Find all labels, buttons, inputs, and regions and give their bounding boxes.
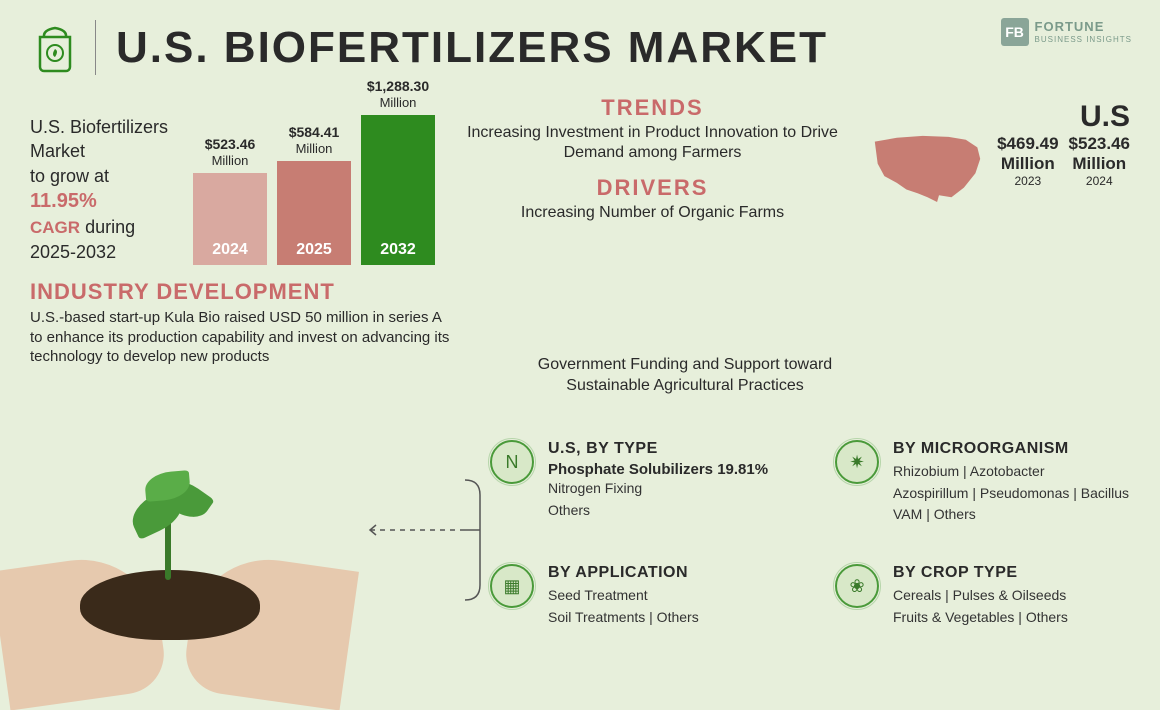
seed-bag-icon: ▦ xyxy=(490,564,534,608)
cat-by-microorganism: ✷ BY MICROORGANISM Rhizobium | Azotobact… xyxy=(835,440,1140,526)
page-title: U.S. BIOFERTILIZERS MARKET xyxy=(116,23,828,73)
connector-line xyxy=(370,475,490,605)
logo-brand: FORTUNE xyxy=(1035,20,1132,33)
industry-development: INDUSTRY DEVELOPMENT U.S.-based start-up… xyxy=(0,279,480,367)
bar-2024: $523.46Million2024 xyxy=(193,136,267,265)
us-fig-2023: $469.49 Million 2023 xyxy=(997,134,1058,188)
cagr-period: 2025-2032 xyxy=(30,240,185,264)
bar-chart: $523.46Million2024$584.41Million2025$1,2… xyxy=(193,90,435,265)
crop-icon: ❀ xyxy=(835,564,879,608)
cat-by-type-rest: Nitrogen Fixing Others xyxy=(548,478,768,521)
cat-micro-heading: BY MICROORGANISM xyxy=(893,440,1129,458)
cat-by-type-heading: U.S, BY TYPE xyxy=(548,440,768,458)
cat-by-type: N U.S, BY TYPE Phosphate Solubilizers 19… xyxy=(490,440,795,526)
header-row: U.S. BIOFERTILIZERS MARKET xyxy=(0,0,1160,85)
plant-in-hands-illustration xyxy=(0,410,370,700)
us-map-icon xyxy=(870,130,985,205)
industry-title: INDUSTRY DEVELOPMENT xyxy=(30,279,450,305)
bar-2032: $1,288.30Million2032 xyxy=(361,78,435,265)
us-fig-2024: $523.46 Million 2024 xyxy=(1069,134,1130,188)
brand-logo: FB FORTUNE BUSINESS INSIGHTS xyxy=(1001,18,1132,46)
cat-app-heading: BY APPLICATION xyxy=(548,564,699,582)
cagr-l3: to grow at xyxy=(30,164,185,188)
header-divider xyxy=(95,20,96,75)
fertilizer-bag-icon xyxy=(30,23,80,73)
cat-crop-rest: Cereals | Pulses & Oilseeds Fruits & Veg… xyxy=(893,585,1068,628)
trends-drivers-block: TRENDS Increasing Investment in Product … xyxy=(435,90,870,265)
bar-2025: $584.41Million2025 xyxy=(277,124,351,265)
logo-mark-icon: FB xyxy=(1001,18,1029,46)
cagr-during: during xyxy=(80,217,135,237)
cat-by-application: ▦ BY APPLICATION Seed Treatment Soil Tre… xyxy=(490,564,795,628)
drivers-line1: Increasing Number of Organic Farms xyxy=(435,203,870,223)
cagr-summary: U.S. Biofertilizers Market to grow at 11… xyxy=(30,90,185,265)
trends-body: Increasing Investment in Product Innovat… xyxy=(435,123,870,163)
drivers-line2: Government Funding and Support toward Su… xyxy=(505,355,865,397)
summary-row: U.S. Biofertilizers Market to grow at 11… xyxy=(0,90,1160,265)
trends-title: TRENDS xyxy=(435,95,870,121)
us-label: U.S xyxy=(997,100,1130,134)
cat-app-rest: Seed Treatment Soil Treatments | Others xyxy=(548,585,699,628)
nitrogen-icon: N xyxy=(490,440,534,484)
industry-body: U.S.-based start-up Kula Bio raised USD … xyxy=(30,308,450,367)
cat-by-crop: ❀ BY CROP TYPE Cereals | Pulses & Oilsee… xyxy=(835,564,1140,628)
drivers-title: DRIVERS xyxy=(435,175,870,201)
cagr-word: CAGR xyxy=(30,218,80,237)
cagr-l1: U.S. Biofertilizers xyxy=(30,115,185,139)
categories-grid: N U.S, BY TYPE Phosphate Solubilizers 19… xyxy=(490,440,1140,628)
us-region-block: U.S $469.49 Million 2023 $523.46 Million… xyxy=(870,90,1130,265)
cagr-l2: Market xyxy=(30,139,185,163)
cat-micro-rest: Rhizobium | Azotobacter Azospirillum | P… xyxy=(893,461,1129,526)
cagr-pct: 11.95% xyxy=(30,190,97,212)
cat-by-type-highlight: Phosphate Solubilizers 19.81% xyxy=(548,461,768,478)
microbe-icon: ✷ xyxy=(835,440,879,484)
cat-crop-heading: BY CROP TYPE xyxy=(893,564,1068,582)
logo-sub: BUSINESS INSIGHTS xyxy=(1035,35,1132,44)
